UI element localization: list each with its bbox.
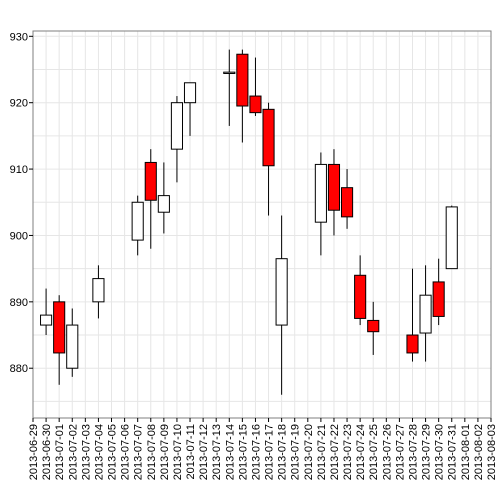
candle <box>406 268 419 362</box>
candle <box>275 215 288 395</box>
x-tick-label: 2013-08-03 <box>486 424 498 480</box>
x-tick-label: 2013-07-04 <box>93 424 105 480</box>
x-tick-label: 2013-07-14 <box>224 424 236 480</box>
candle <box>53 295 66 385</box>
y-tick-label: 900 <box>10 230 28 242</box>
x-tick-label: 2013-06-29 <box>28 424 40 480</box>
x-axis: 2013-06-29 2013-06-30 2013-07-01 2013-07-02… <box>28 418 498 480</box>
candle-body <box>236 53 249 107</box>
x-tick-label: 2013-07-12 <box>198 424 210 480</box>
y-tick-label: 880 <box>10 363 28 375</box>
x-tick-label: 2013-07-18 <box>277 424 289 480</box>
x-tick-label: 2013-07-20 <box>303 424 315 480</box>
y-tick-label: 930 <box>10 31 28 43</box>
candle <box>183 82 197 136</box>
x-tick-label: 2013-07-15 <box>237 424 249 480</box>
x-tick-label: 2013-07-24 <box>355 424 367 480</box>
candle-body <box>249 95 262 114</box>
plot-border <box>32 30 492 419</box>
y-tick-label: 920 <box>10 98 28 110</box>
x-tick-label: 2013-07-23 <box>342 424 354 480</box>
candles <box>40 49 458 395</box>
x-tick-label: 2013-07-05 <box>107 424 119 480</box>
x-tick-label: 2013-07-02 <box>67 424 79 480</box>
candle-body <box>262 108 275 167</box>
candle <box>40 288 53 336</box>
candle-body <box>419 294 432 334</box>
x-tick-label: 2013-07-30 <box>434 424 446 480</box>
candle <box>340 169 354 229</box>
x-tick-label: 2013-06-30 <box>41 424 53 480</box>
x-tick-label: 2013-07-27 <box>394 424 406 480</box>
candle-body <box>275 258 288 326</box>
candle-body <box>406 334 419 354</box>
candle-body <box>183 82 197 104</box>
x-tick-label: 2013-07-19 <box>290 424 302 480</box>
x-tick-label: 2013-07-26 <box>381 424 393 480</box>
x-tick-label: 2013-07-11 <box>185 424 197 479</box>
x-tick-label: 2013-07-31 <box>447 424 459 480</box>
x-tick-label: 2013-07-10 <box>172 424 184 480</box>
grid <box>32 31 492 418</box>
candle-body <box>445 206 458 270</box>
x-tick-label: 2013-08-02 <box>473 424 485 480</box>
candle <box>327 149 341 236</box>
candle-body <box>92 278 105 303</box>
x-tick-label: 2013-07-08 <box>146 424 158 480</box>
candle <box>66 308 79 377</box>
candle-body <box>66 324 79 369</box>
x-tick-label: 2013-07-09 <box>159 424 171 480</box>
x-tick-label: 2013-07-16 <box>250 424 262 480</box>
candle-body <box>170 102 184 150</box>
candle <box>354 255 367 326</box>
candle-body <box>144 161 157 201</box>
candle-body <box>223 71 236 74</box>
candle <box>432 258 445 326</box>
candle-body <box>157 195 170 213</box>
y-tick-label: 890 <box>10 297 28 309</box>
candle <box>262 102 275 216</box>
x-tick-label: 2013-07-25 <box>368 424 380 480</box>
candle-body <box>314 163 327 223</box>
x-tick-label: 2013-07-03 <box>80 424 92 480</box>
candle-body <box>367 319 380 333</box>
candle <box>236 49 249 143</box>
y-tick-label: 910 <box>10 164 28 176</box>
x-tick-label: 2013-07-21 <box>316 424 328 480</box>
x-tick-label: 2013-07-07 <box>133 424 145 480</box>
candle <box>367 301 380 355</box>
candle <box>92 265 105 319</box>
x-tick-label: 2013-07-28 <box>407 424 419 480</box>
candle-body <box>53 301 66 354</box>
x-tick-label: 2013-07-06 <box>120 424 132 480</box>
candle <box>223 49 236 126</box>
candle-body <box>327 163 341 211</box>
candle-body <box>340 187 354 218</box>
candle-body <box>432 281 445 317</box>
candle <box>131 195 144 256</box>
x-tick-label: 2013-07-01 <box>54 424 66 480</box>
candle-body <box>354 274 367 319</box>
x-tick-label: 2013-08-01 <box>460 424 472 480</box>
x-tick-label: 2013-07-29 <box>421 424 433 480</box>
candle <box>314 152 327 256</box>
candle <box>144 149 157 249</box>
x-tick-label: 2013-07-22 <box>329 424 341 480</box>
x-tick-label: 2013-07-13 <box>211 424 223 480</box>
candle <box>419 265 432 362</box>
candle-body <box>40 314 53 326</box>
candle <box>170 96 184 183</box>
y-axis: 880 890 900 910 920 930 <box>10 31 33 375</box>
candle <box>445 205 458 270</box>
x-tick-label: 2013-07-17 <box>264 424 276 480</box>
candle-body <box>131 201 144 241</box>
candle <box>249 57 262 116</box>
candle <box>157 162 170 234</box>
